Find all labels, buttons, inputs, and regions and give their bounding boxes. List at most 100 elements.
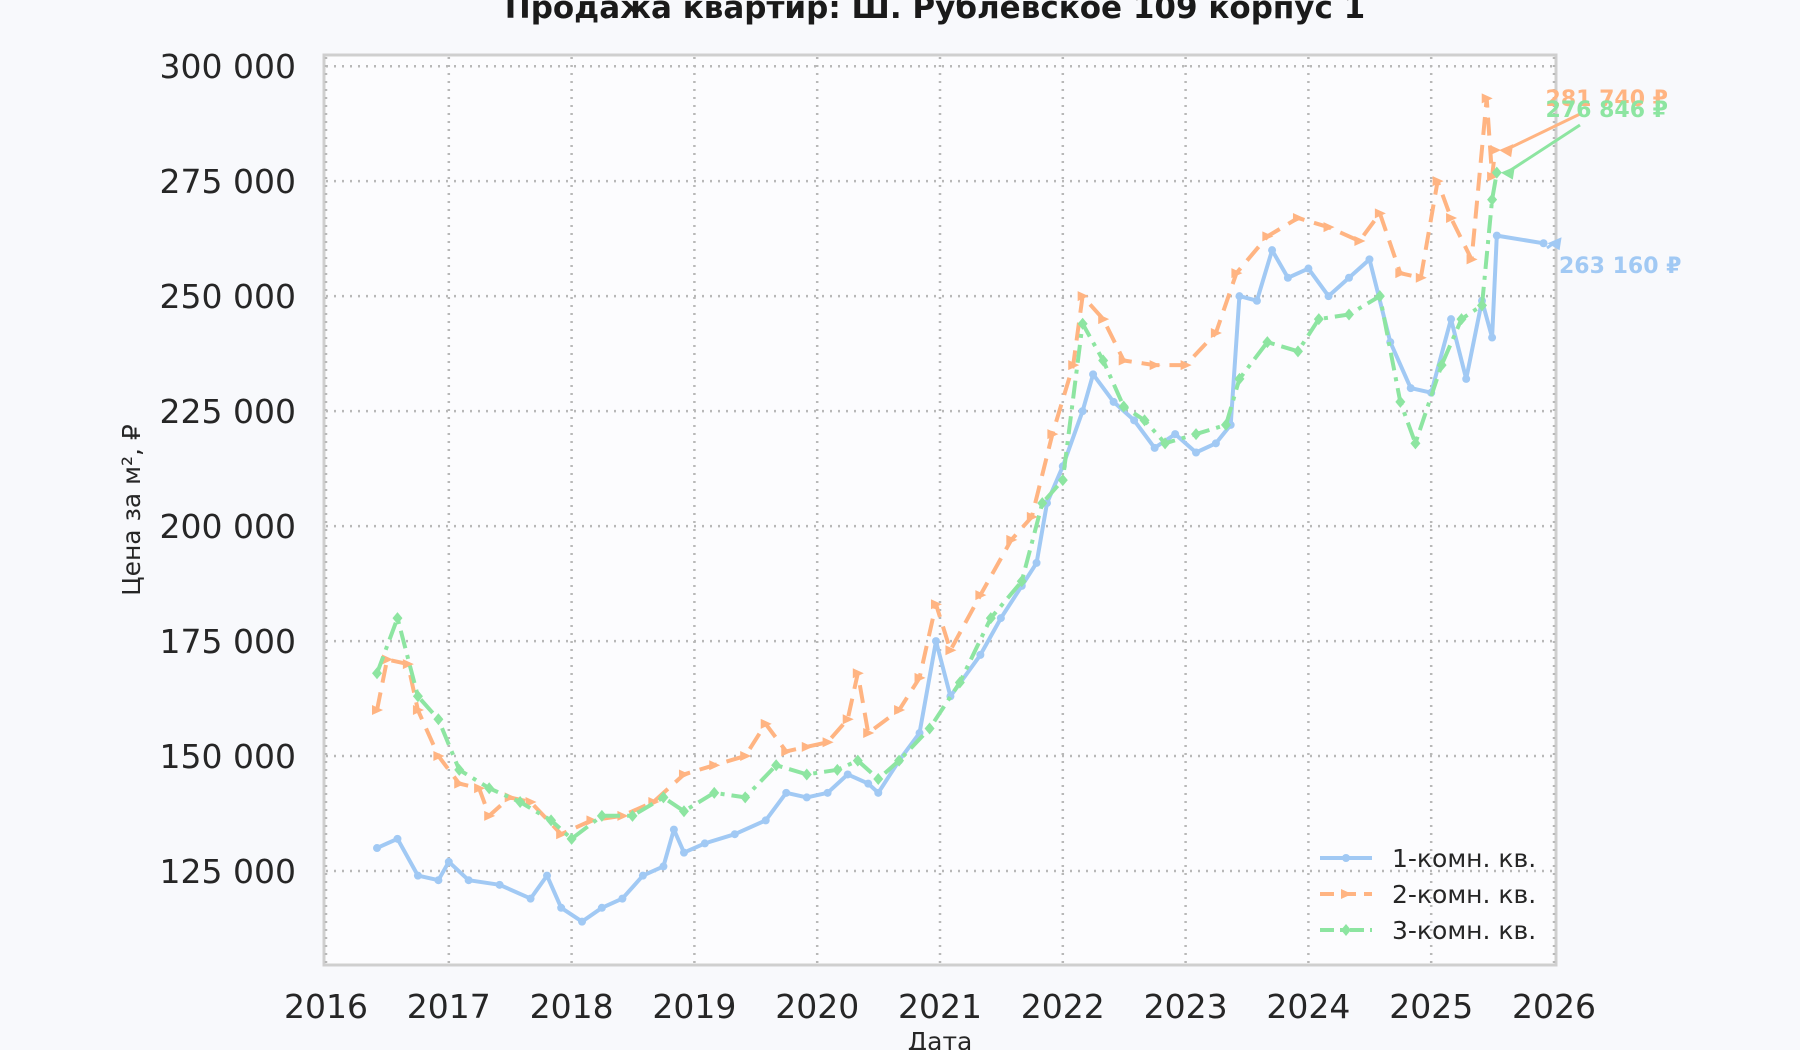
x-tick-label: 2022 xyxy=(1021,987,1105,1026)
data-point xyxy=(1118,400,1129,413)
leader-line xyxy=(1505,123,1581,174)
y-tick-label: 125 000 xyxy=(160,852,296,891)
series-layer xyxy=(371,93,1548,926)
data-point xyxy=(454,763,465,776)
x-axis-label: Дата xyxy=(908,1027,973,1050)
data-point xyxy=(1539,239,1548,248)
data-point xyxy=(985,612,996,625)
data-point xyxy=(402,659,414,670)
data-point xyxy=(761,816,770,825)
data-point xyxy=(1432,176,1444,187)
data-point xyxy=(1466,254,1478,265)
data-point xyxy=(1210,327,1222,338)
y-tick-label: 275 000 xyxy=(160,162,296,201)
data-point xyxy=(709,760,721,771)
data-point xyxy=(618,894,627,903)
data-point xyxy=(434,876,443,885)
data-point xyxy=(1235,292,1244,301)
data-point xyxy=(1262,231,1274,242)
data-point xyxy=(873,773,884,786)
end-value-label: 276 846 ₽ xyxy=(1546,98,1668,123)
data-point xyxy=(1077,291,1089,302)
data-point xyxy=(1089,370,1098,379)
data-point xyxy=(1077,317,1088,330)
data-point xyxy=(484,810,496,821)
data-point xyxy=(433,713,444,726)
data-point xyxy=(1262,336,1273,349)
data-point xyxy=(638,871,647,880)
data-point xyxy=(678,769,690,780)
data-point xyxy=(566,832,577,845)
data-point xyxy=(1231,268,1243,279)
data-point xyxy=(454,778,466,789)
y-tick-label: 300 000 xyxy=(160,47,296,86)
data-point xyxy=(1491,166,1502,179)
data-point xyxy=(1139,414,1150,427)
y-axis-label: Цена за м², ₽ xyxy=(117,424,146,596)
data-point xyxy=(930,599,942,610)
data-point xyxy=(1323,222,1335,233)
x-tick-label: 2024 xyxy=(1266,987,1350,1026)
plot-area xyxy=(322,53,1558,967)
data-point xyxy=(1324,292,1333,301)
data-point xyxy=(1488,333,1497,342)
data-point xyxy=(782,788,791,797)
data-point xyxy=(823,788,832,797)
y-tick-label: 150 000 xyxy=(160,737,296,776)
data-point xyxy=(1211,439,1220,448)
x-tick-label: 2026 xyxy=(1512,987,1596,1026)
data-point xyxy=(1160,437,1171,450)
data-point xyxy=(543,871,552,880)
data-point xyxy=(842,714,854,725)
end-value-label: 263 160 ₽ xyxy=(1559,254,1681,279)
chart-title: Продажа квартир: Ш. Рублевское 109 корпу… xyxy=(505,0,1366,26)
data-point xyxy=(1446,212,1458,223)
data-point xyxy=(578,917,587,926)
data-point xyxy=(627,809,638,822)
data-point xyxy=(1220,418,1231,431)
x-tick-label: 2019 xyxy=(652,987,736,1026)
data-point xyxy=(1098,314,1110,325)
data-point xyxy=(894,705,906,716)
data-point xyxy=(1252,296,1261,305)
legend-label: 2-комн. кв. xyxy=(1392,880,1536,909)
data-point xyxy=(1341,889,1352,899)
data-point xyxy=(444,857,453,866)
data-point xyxy=(371,705,383,716)
x-tick-label: 2018 xyxy=(530,987,614,1026)
data-point xyxy=(1487,171,1499,182)
x-tick-label: 2020 xyxy=(775,987,859,1026)
data-point xyxy=(525,797,537,808)
data-point xyxy=(1171,430,1180,439)
data-point xyxy=(659,862,668,871)
data-point xyxy=(1192,448,1201,457)
data-point xyxy=(1032,558,1041,567)
data-point xyxy=(996,614,1005,623)
legend-entry: 3-комн. кв. xyxy=(1320,916,1536,945)
data-point xyxy=(760,718,772,729)
data-point xyxy=(1037,497,1048,510)
data-point xyxy=(1447,315,1456,324)
data-point xyxy=(700,839,709,848)
data-point xyxy=(1456,313,1467,326)
data-point xyxy=(1150,443,1159,452)
data-point xyxy=(658,791,669,804)
data-point xyxy=(372,844,381,853)
data-point xyxy=(526,894,535,903)
legend-label: 1-комн. кв. xyxy=(1392,844,1536,873)
x-tick-label: 2021 xyxy=(898,987,982,1026)
data-point xyxy=(433,751,445,762)
data-point xyxy=(843,770,852,779)
data-point xyxy=(1268,246,1277,255)
data-point xyxy=(1006,534,1018,545)
data-point xyxy=(1490,145,1502,156)
data-point xyxy=(586,815,598,826)
data-point xyxy=(1342,854,1350,862)
data-point xyxy=(894,754,905,767)
data-point xyxy=(464,876,473,885)
data-point xyxy=(1130,416,1139,425)
x-tick-label: 2017 xyxy=(407,987,491,1026)
x-tick-label: 2016 xyxy=(284,987,368,1026)
data-point xyxy=(1406,384,1415,393)
y-tick-label: 250 000 xyxy=(160,277,296,316)
